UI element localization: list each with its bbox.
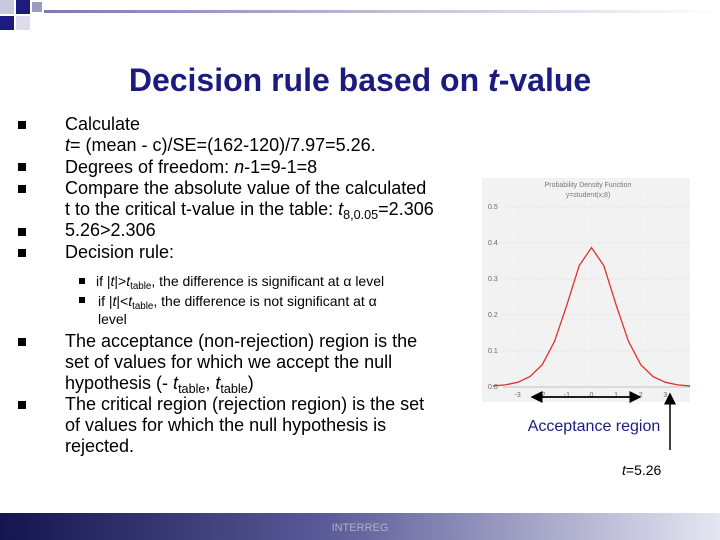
sub-text: if |: [96, 273, 111, 289]
bullet-list: The acceptance (non-rejection) region is…: [65, 331, 424, 457]
title-part: Decision rule based on: [128, 62, 489, 98]
decoration: [0, 0, 720, 30]
sub-text: table: [130, 280, 152, 292]
bullet-text: The critical region (rejection region) i…: [65, 394, 425, 414]
x-tick-label: 3: [663, 392, 667, 399]
bullet-text: hypothesis (-: [65, 373, 174, 393]
y-tick-label: 0.0: [488, 384, 498, 391]
footer: INTERREG: [332, 522, 389, 534]
bullet-text: set of values for which we accept the nu…: [65, 352, 393, 372]
x-tick-label: -2: [539, 392, 545, 399]
bullet-text: rejected.: [65, 436, 135, 456]
sub-text: if |: [98, 293, 113, 309]
bullet-text: 8,0.05: [343, 207, 379, 222]
sub-text: |>: [114, 273, 127, 289]
sub-bullet: if |t|>ttable, the difference is signifi…: [96, 272, 385, 292]
y-tick-label: 0.4: [488, 240, 498, 247]
bullet-text: t to the critical t-value in the table:: [65, 199, 339, 220]
bullet-list: Calculate t= (mean - c)/SE=(162-120)/7.9…: [65, 114, 434, 263]
bullet-text: Compare the absolute value of the calcul…: [65, 177, 427, 198]
bullet-text: t: [173, 373, 179, 393]
bullet-text: n: [234, 156, 245, 177]
y-tick-label: 0.1: [488, 348, 498, 355]
bullet-text: of values for which the null hypothesis …: [65, 415, 387, 435]
bullet-text: t: [338, 199, 344, 220]
title-part: t: [488, 62, 499, 98]
x-tick-label: -1: [564, 392, 570, 399]
bullet-text: t: [65, 135, 71, 156]
sub-bullet: if |t|<ttable, the difference is not sig…: [98, 292, 377, 328]
bullet-text: =2.306: [378, 199, 434, 220]
sub-text: t: [128, 293, 133, 309]
annotation: t=5.26: [622, 462, 662, 478]
y-tick-label: 0.3: [488, 276, 498, 283]
sub-text: , the difference is not significant at α: [153, 293, 377, 309]
x-tick-label: 1: [614, 392, 618, 399]
x-tick-label: -3: [515, 392, 521, 399]
bullet-text: -1=9-1=8: [244, 156, 318, 177]
sub-text: |<: [116, 293, 129, 309]
bullet-text: ,: [205, 373, 216, 393]
bullet-text: 5.26>2.306: [65, 220, 156, 241]
bullet-text: table: [220, 381, 248, 396]
title: Decision rule based on t-value: [0, 62, 720, 99]
footer-bar: [0, 513, 720, 540]
sub-text: t: [110, 273, 115, 289]
bullet-markers: [18, 121, 85, 409]
annotation: Acceptance region: [528, 418, 661, 435]
title-part: -value: [498, 62, 592, 98]
x-tick-label: 0: [590, 392, 594, 399]
x-tick-label: 2: [639, 392, 643, 399]
bullet-text: table: [178, 381, 206, 396]
annotation-part: =5.26: [626, 462, 662, 478]
sub-text: t: [126, 273, 131, 289]
sub-text: level: [98, 311, 127, 327]
y-tick-label: 0.2: [488, 312, 498, 319]
bullet-text: ): [247, 373, 254, 393]
bullet-text: t: [215, 373, 221, 393]
annotation-part: t: [622, 462, 627, 478]
bullet-text: Calculate: [65, 114, 141, 134]
chart-title: y=student(x;8): [566, 192, 611, 199]
chart-title: Probability Density Function: [545, 182, 632, 189]
sub-text: , the difference is significant at α lev…: [151, 273, 385, 289]
bullet-text: = (mean - c)/SE=(162-120)/7.97=5.26.: [70, 135, 376, 156]
sub-text: t: [112, 293, 117, 309]
bullet-text: Decision rule:: [65, 241, 175, 262]
bullet-text: Degrees of freedom:: [65, 156, 235, 177]
sub-text: table: [132, 300, 154, 312]
density-curve: [492, 246, 691, 387]
chart-background: [482, 178, 690, 402]
bullet-text: The acceptance (non-rejection) region is…: [65, 331, 418, 351]
y-tick-label: 0.5: [488, 204, 498, 211]
